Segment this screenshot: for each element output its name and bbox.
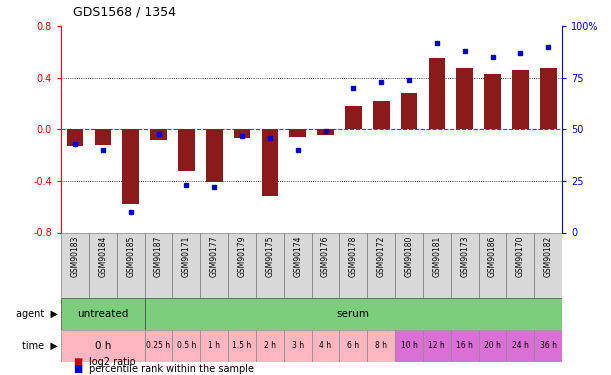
Bar (284, 232, 312, 298)
Text: GSM90173: GSM90173 (460, 236, 469, 277)
Bar (290, 129, 306, 137)
Bar (61, 298, 145, 330)
Bar (317, 129, 334, 135)
Text: ■: ■ (73, 357, 82, 367)
Bar (534, 330, 562, 362)
Text: 1 h: 1 h (208, 341, 220, 350)
Bar (122, 129, 139, 204)
Text: untreated: untreated (77, 309, 128, 319)
Bar (428, 58, 445, 129)
Bar (206, 129, 222, 182)
Text: GSM90176: GSM90176 (321, 236, 330, 277)
Bar (456, 68, 473, 129)
Bar (507, 232, 534, 298)
Bar (95, 129, 111, 145)
Text: GDS1568 / 1354: GDS1568 / 1354 (73, 6, 177, 19)
Bar (89, 232, 117, 298)
Text: 16 h: 16 h (456, 341, 473, 350)
Bar (312, 330, 340, 362)
Bar (451, 232, 478, 298)
Text: 6 h: 6 h (347, 341, 359, 350)
Bar (395, 330, 423, 362)
Bar (478, 232, 507, 298)
Text: GSM90177: GSM90177 (210, 236, 219, 277)
Text: GSM90178: GSM90178 (349, 236, 358, 277)
Text: GSM90179: GSM90179 (238, 236, 246, 277)
Bar (150, 129, 167, 140)
Bar (172, 330, 200, 362)
Text: 24 h: 24 h (512, 341, 529, 350)
Bar (423, 330, 451, 362)
Text: 1.5 h: 1.5 h (232, 341, 252, 350)
Text: GSM90185: GSM90185 (126, 236, 135, 277)
Bar (345, 106, 362, 129)
Bar (395, 232, 423, 298)
Text: GSM90187: GSM90187 (154, 236, 163, 277)
Bar (423, 232, 451, 298)
Text: ■: ■ (73, 364, 82, 374)
Bar (172, 232, 200, 298)
Text: 0.25 h: 0.25 h (147, 341, 170, 350)
Bar (340, 330, 367, 362)
Bar (512, 70, 529, 129)
Bar (145, 298, 562, 330)
Bar (367, 232, 395, 298)
Bar (256, 232, 284, 298)
Text: percentile rank within the sample: percentile rank within the sample (89, 364, 254, 374)
Text: GSM90181: GSM90181 (433, 236, 441, 277)
Text: GSM90172: GSM90172 (377, 236, 386, 277)
Bar (145, 330, 172, 362)
Text: agent  ▶: agent ▶ (16, 309, 58, 319)
Bar (61, 232, 89, 298)
Text: 10 h: 10 h (401, 341, 417, 350)
Text: GSM90182: GSM90182 (544, 236, 553, 277)
Text: GSM90175: GSM90175 (265, 236, 274, 277)
Bar (367, 330, 395, 362)
Text: 8 h: 8 h (375, 341, 387, 350)
Text: GSM90183: GSM90183 (70, 236, 79, 277)
Text: time  ▶: time ▶ (22, 341, 58, 351)
Bar (67, 129, 83, 146)
Bar (484, 74, 501, 129)
Bar (228, 232, 256, 298)
Text: GSM90174: GSM90174 (293, 236, 302, 277)
Bar (401, 93, 417, 129)
Text: GSM90170: GSM90170 (516, 236, 525, 277)
Text: log2 ratio: log2 ratio (89, 357, 135, 367)
Bar (478, 330, 507, 362)
Bar (178, 129, 195, 171)
Bar (145, 232, 172, 298)
Bar (507, 330, 534, 362)
Text: GSM90171: GSM90171 (182, 236, 191, 277)
Text: GSM90180: GSM90180 (404, 236, 414, 277)
Bar (451, 330, 478, 362)
Bar (61, 330, 145, 362)
Bar (228, 330, 256, 362)
Text: 2 h: 2 h (264, 341, 276, 350)
Bar (262, 129, 278, 196)
Text: 20 h: 20 h (484, 341, 501, 350)
Bar (540, 68, 557, 129)
Bar (373, 101, 390, 129)
Bar (284, 330, 312, 362)
Text: GSM90186: GSM90186 (488, 236, 497, 277)
Bar (340, 232, 367, 298)
Bar (200, 232, 228, 298)
Text: 12 h: 12 h (428, 341, 445, 350)
Text: 0 h: 0 h (95, 341, 111, 351)
Bar (312, 232, 340, 298)
Text: 3 h: 3 h (291, 341, 304, 350)
Text: 4 h: 4 h (320, 341, 332, 350)
Bar (534, 232, 562, 298)
Text: 0.5 h: 0.5 h (177, 341, 196, 350)
Text: serum: serum (337, 309, 370, 319)
Bar (233, 129, 251, 138)
Bar (117, 232, 145, 298)
Bar (200, 330, 228, 362)
Text: GSM90184: GSM90184 (98, 236, 108, 277)
Text: 36 h: 36 h (540, 341, 557, 350)
Bar (256, 330, 284, 362)
